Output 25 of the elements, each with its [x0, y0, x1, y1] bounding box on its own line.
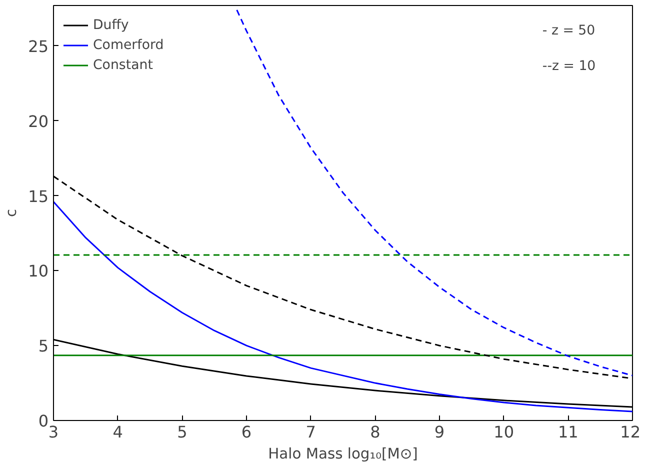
annotation: --z = 10 [542, 58, 596, 74]
y-axis-title: c [3, 208, 20, 218]
x-tick-label: 4 [112, 422, 123, 442]
x-tick-label: 7 [306, 422, 316, 442]
y-tick-label: 0 [38, 412, 49, 430]
line-series [54, 201, 632, 412]
x-tick-label: 10 [494, 422, 514, 442]
line-series [236, 9, 632, 376]
y-tick-label: 25 [28, 36, 48, 56]
x-tick-label: 6 [241, 422, 252, 442]
y-tick-label: 20 [28, 112, 48, 131]
legend-label: Constant [93, 58, 153, 72]
legend-label: Comerford [93, 38, 164, 52]
x-axis-title: Halo Mass log₁₀[M⊙] [268, 446, 418, 462]
y-tick-label: 10 [28, 262, 48, 281]
x-tick-label: 11 [558, 422, 578, 442]
x-tick-label: 8 [370, 422, 380, 442]
x-tick-label: 9 [434, 422, 445, 442]
legend-label: Duffy [93, 18, 129, 32]
annotation: - z = 50 [542, 24, 596, 39]
y-tick-label: 5 [38, 336, 49, 356]
x-tick-label: 12 [620, 422, 640, 442]
x-tick-label: 5 [177, 422, 188, 442]
y-tick-label: 15 [28, 186, 48, 206]
x-tick-label: 3 [48, 422, 59, 442]
